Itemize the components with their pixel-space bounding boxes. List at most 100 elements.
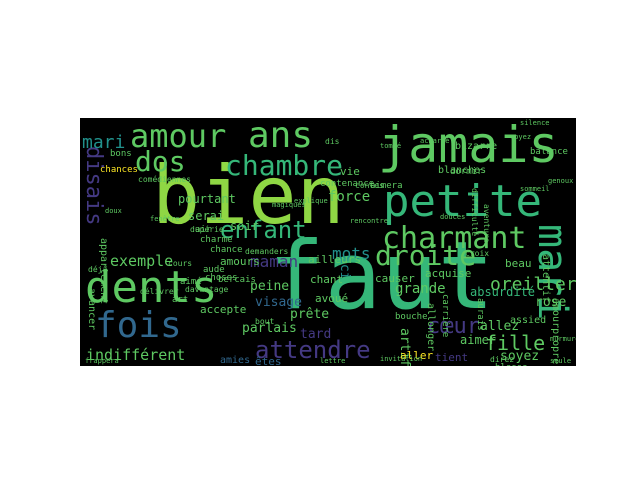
word-allez: allez	[480, 319, 520, 334]
word-contes: contes	[355, 181, 384, 190]
word-murmure: murmure	[550, 335, 576, 343]
word-absurdit-: absurdité	[470, 285, 536, 299]
word-oreiller: oreiller	[490, 274, 576, 295]
word-air: air	[195, 225, 212, 235]
word-indiff-rent: indifférent	[86, 346, 186, 364]
word-sommeil: sommeil	[520, 185, 550, 193]
word-vie: vie	[340, 165, 360, 178]
word-jamais: jamais	[378, 118, 559, 174]
word-difficult-: difficulté	[470, 188, 479, 237]
word-choses: choses	[205, 273, 238, 283]
word-attendre: attendre	[255, 336, 371, 364]
word-tient: tient	[435, 351, 469, 364]
word-voyez: voyez	[510, 133, 532, 141]
word-acharn-: acharné	[420, 137, 450, 145]
word-aim-: aimé	[180, 277, 202, 287]
word-douces: douces	[440, 213, 466, 221]
word-avou-: avoué	[315, 292, 349, 305]
word-chant: chant	[310, 273, 344, 286]
word-fille: fille	[485, 331, 546, 355]
word-fen-tre: fenêtre	[150, 215, 180, 223]
word-amourpropre: amourpropre	[550, 298, 561, 365]
word-serai: serai	[188, 209, 225, 223]
word-parlais: parlais	[242, 321, 297, 336]
word-chances: chances	[100, 165, 138, 175]
word-dents: dents	[85, 262, 218, 313]
word-davantage: davantage	[185, 285, 229, 294]
word-art: art	[172, 295, 189, 305]
word-cours: cours	[168, 259, 193, 268]
word-acquise: acquise	[425, 267, 472, 280]
word-demanders: demanders	[245, 247, 289, 256]
word-bouche: bouche	[395, 312, 428, 322]
word-droite: droite	[375, 239, 477, 272]
word-pr-te: prête	[290, 307, 330, 322]
word-amours: amours	[220, 255, 260, 268]
word-dup-rie: dupérie	[190, 225, 224, 234]
word-silence: silence	[520, 119, 550, 127]
word-amour: amour	[130, 118, 227, 155]
word-causer: causer	[375, 272, 415, 285]
word-chambre: chambre	[225, 149, 344, 182]
word-com-diennes: comédiennes	[138, 175, 191, 184]
word-visage: visage	[255, 295, 302, 310]
word-aude: aude	[203, 265, 225, 275]
word-ailleurs: ailleurs	[308, 253, 361, 266]
word-bout: bout	[255, 317, 275, 326]
word-explique: explique	[294, 197, 328, 205]
word-carri-re: carrière	[440, 294, 450, 338]
word-balance: balance	[530, 147, 568, 157]
word-dis: dis	[325, 137, 340, 146]
word-dormir: dormir	[450, 167, 483, 177]
word-aurais: aurais	[475, 298, 485, 331]
word-charme: charme	[200, 235, 233, 245]
word-chance: chance	[210, 245, 243, 255]
word-accepte: accepte	[200, 303, 247, 316]
word-lettre: lettre	[320, 357, 346, 365]
word-aimera: aimera	[370, 181, 403, 191]
word-croix: croix	[465, 249, 490, 258]
word-fois: fois	[95, 305, 182, 346]
word-contenance: contenance	[320, 179, 375, 189]
word-amies: amies	[220, 355, 251, 366]
word-doux: doux	[105, 207, 122, 215]
word-peine: peine	[250, 279, 290, 294]
word-bons: bons	[110, 149, 132, 159]
word-tomb-: tombé	[380, 142, 402, 150]
word-enfant: enfant	[220, 216, 307, 244]
word-maman: maman	[250, 252, 299, 271]
word-grande: grande	[395, 281, 446, 297]
word-allonger: allonger	[425, 303, 436, 352]
word-beau: beau	[505, 257, 532, 270]
word-c-ur: cœur	[427, 314, 480, 339]
word-tard: tard	[300, 327, 332, 342]
word-rose: rose	[535, 295, 567, 310]
word-mari: mari	[82, 132, 126, 153]
word-ans: ans	[248, 118, 314, 156]
word-avancer: avancer	[86, 288, 97, 331]
word-assied: assied	[510, 315, 547, 326]
word-aventure: aventure	[482, 204, 491, 243]
word-aimer: aimer	[460, 333, 497, 347]
word-magiques: magiques	[272, 201, 306, 209]
word-blanches: blanches	[438, 165, 487, 176]
word-invitation: invitation	[380, 355, 423, 363]
word-dos: dos	[135, 145, 186, 178]
word-charmant: charmant	[382, 221, 527, 256]
word-seule: seule	[550, 357, 572, 365]
word-rencontre: rencontre	[350, 217, 388, 225]
word-d-livrer: délivrer	[140, 287, 179, 296]
word-faut: faut	[268, 222, 495, 331]
word-bien: bien	[152, 149, 345, 242]
word-direz: direz	[490, 355, 515, 364]
word-pourtant: pourtant	[178, 192, 236, 206]
word-cloud: bien faut jamais petite ans amour dents fois mar…	[80, 118, 576, 366]
word-bizarre: bizarre	[455, 141, 498, 152]
word--tes: êtes	[255, 355, 282, 366]
word-d-j-: déjà	[88, 265, 108, 274]
word-petite: petite	[383, 176, 542, 227]
word-mots: mots	[332, 244, 371, 263]
word-attentif: attentif	[540, 254, 551, 303]
word-blesse: blesse	[495, 364, 528, 367]
word-soir: soir	[230, 219, 259, 233]
